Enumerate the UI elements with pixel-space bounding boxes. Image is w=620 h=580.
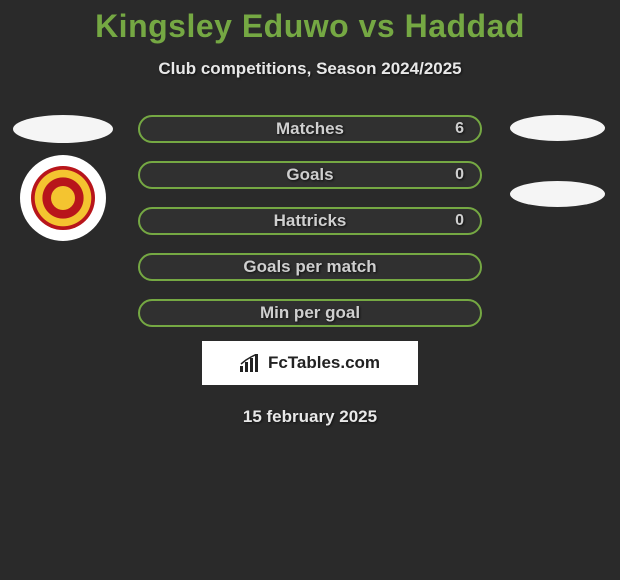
bar-chart-icon (240, 354, 262, 372)
stat-label: Matches (276, 119, 344, 139)
club-logo-badge-icon (31, 166, 95, 230)
stat-row-min-per-goal: Min per goal (138, 299, 482, 327)
stat-label: Min per goal (260, 303, 360, 323)
stat-value: 0 (455, 212, 464, 230)
player-right-avatar-placeholder (510, 115, 605, 141)
stat-row-matches: Matches 6 (138, 115, 482, 143)
stat-label: Hattricks (274, 211, 347, 231)
right-player-col (502, 115, 612, 207)
stat-label: Goals (286, 165, 333, 185)
left-player-col (8, 115, 118, 241)
stat-value: 0 (455, 166, 464, 184)
brand-attribution: FcTables.com (202, 341, 418, 385)
stat-row-hattricks: Hattricks 0 (138, 207, 482, 235)
club-logo-left (20, 155, 106, 241)
stat-row-goals: Goals 0 (138, 161, 482, 189)
player-left-avatar-placeholder (13, 115, 113, 143)
brand-text: FcTables.com (268, 353, 380, 373)
comparison-row: Matches 6 Goals 0 Hattricks 0 Goals per … (0, 115, 620, 327)
stats-column: Matches 6 Goals 0 Hattricks 0 Goals per … (118, 115, 502, 327)
stat-label: Goals per match (243, 257, 376, 277)
subtitle: Club competitions, Season 2024/2025 (0, 59, 620, 79)
club-logo-right-placeholder (510, 181, 605, 207)
page-title: Kingsley Eduwo vs Haddad (0, 0, 620, 45)
date-label: 15 february 2025 (0, 407, 620, 427)
stat-row-goals-per-match: Goals per match (138, 253, 482, 281)
stat-value: 6 (455, 120, 464, 138)
